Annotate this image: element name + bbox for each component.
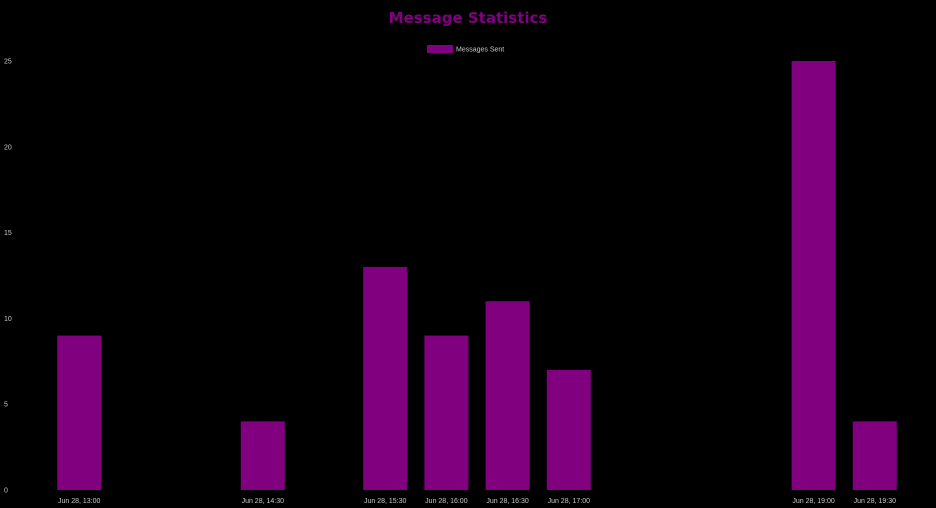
x-tick-label: Jun 28, 14:30 [242,498,285,505]
chart-title: Message Statistics [389,9,548,27]
x-tick-label: Jun 28, 17:00 [548,498,591,505]
bar[interactable] [791,61,836,490]
bars [57,61,897,490]
x-tick-label: Jun 28, 16:30 [486,498,529,505]
y-tick-label: 25 [4,59,12,66]
bar[interactable] [546,369,591,490]
legend[interactable]: Messages Sent [427,45,504,54]
y-tick-label: 10 [4,316,12,323]
y-axis: 0 5 10 15 20 25 [4,59,12,495]
legend-swatch [427,45,453,53]
x-tick-label: Jun 28, 13:00 [58,498,101,505]
x-tick-label: Jun 28, 15:30 [364,498,407,505]
x-tick-label: Jun 28, 19:00 [792,498,835,505]
y-tick-label: 5 [4,402,8,409]
bar[interactable] [424,335,469,490]
x-axis: Jun 28, 13:00 Jun 28, 14:30 Jun 28, 15:30 J… [58,498,896,505]
x-tick-label: Jun 28, 16:00 [425,498,468,505]
bar[interactable] [240,421,285,490]
y-tick-label: 20 [4,144,12,151]
y-tick-label: 15 [4,230,12,237]
bar[interactable] [485,301,530,490]
bar[interactable] [57,335,102,490]
x-tick-label: Jun 28, 19:30 [854,498,897,505]
y-tick-label: 0 [4,488,8,495]
bar[interactable] [363,266,408,490]
legend-label: Messages Sent [456,47,504,54]
bar[interactable] [852,421,897,490]
